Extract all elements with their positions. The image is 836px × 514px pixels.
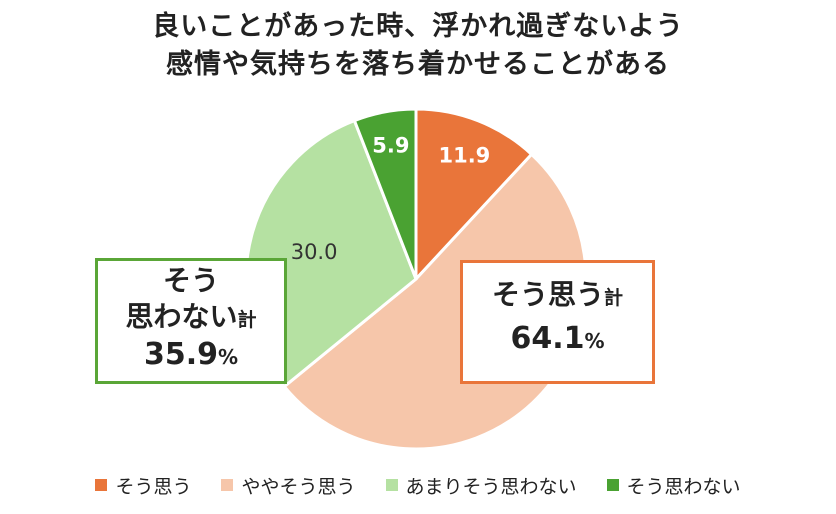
legend-swatch-agree (95, 479, 108, 491)
legend-label-somewhat-agree: ややそう思う (241, 475, 356, 498)
legend-item-somewhat-agree: ややそう思う (221, 472, 356, 499)
legend-swatch-disagree (606, 479, 619, 491)
agree-total-callout: そう思う計 64.1% (460, 260, 655, 384)
legend-item-agree: そう思う (95, 472, 191, 499)
pie-slice-disagree (352, 107, 418, 280)
data-label-somewhat-disagree: 30.0 (291, 240, 338, 264)
agree-total-label: そう思う (491, 278, 604, 311)
pie-slice-agree (414, 107, 534, 283)
legend-label-agree: そう思う (115, 475, 192, 498)
data-label-disagree: 5.9 (372, 133, 409, 157)
legend-swatch-somewhat-agree (221, 479, 234, 491)
disagree-total-label-line2: 思わない (125, 300, 238, 333)
title-line-1: 良いことがあった時、浮かれ過ぎないよう (152, 11, 684, 42)
disagree-total-label-line1: そう (162, 264, 219, 297)
legend-label-somewhat-disagree: あまりそう思わない (405, 475, 577, 498)
legend: そう思う ややそう思う あまりそう思わない そう思わない (0, 470, 836, 500)
legend-swatch-somewhat-disagree (385, 479, 398, 491)
disagree-total-suffix: 計 (237, 309, 257, 331)
legend-item-somewhat-disagree: あまりそう思わない (385, 472, 577, 499)
title-line-2: 感情や気持ちを落ち着かせることがある (166, 49, 670, 80)
agree-total-unit: % (584, 329, 605, 353)
data-label-agree: 11.9 (438, 144, 490, 168)
chart-title: 良いことがあった時、浮かれ過ぎないよう 感情や気持ちを落ち着かせることがある (0, 8, 836, 84)
legend-item-disagree: そう思わない (606, 472, 741, 499)
disagree-total-callout: そう 思わない計 35.9% (95, 258, 287, 384)
disagree-total-unit: % (217, 345, 239, 369)
legend-label-disagree: そう思わない (626, 475, 741, 498)
agree-total-suffix: 計 (604, 287, 624, 309)
agree-total-value: 64.1 (510, 321, 585, 356)
disagree-total-value: 35.9 (143, 337, 218, 372)
